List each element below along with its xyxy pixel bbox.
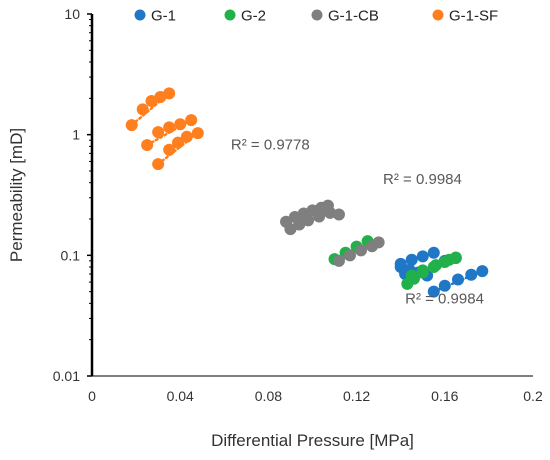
y-tick-label: 10	[64, 6, 80, 22]
data-point	[191, 127, 204, 140]
data-point	[136, 103, 149, 116]
data-point	[141, 139, 154, 152]
legend-marker	[311, 9, 323, 21]
data-point	[125, 119, 138, 132]
x-tick-label: 0.2	[523, 388, 543, 404]
data-point	[405, 269, 418, 282]
data-point	[152, 158, 165, 171]
x-tick-label: 0.12	[343, 388, 370, 404]
r-squared-annotation: R² = 0.9984	[383, 171, 462, 188]
legend-marker	[224, 9, 236, 21]
legend-label: G-2	[241, 8, 266, 25]
x-tick-label: 0.08	[255, 388, 282, 404]
r-squared-annotation: R² = 0.9778	[231, 137, 310, 154]
data-point	[427, 246, 440, 259]
y-tick-label: 1	[72, 127, 80, 143]
data-point	[465, 268, 478, 281]
data-point	[405, 253, 418, 266]
data-point	[438, 279, 451, 292]
y-tick-label: 0.1	[61, 247, 81, 263]
legend-label: G-1-CB	[328, 8, 379, 25]
x-tick-label: 0	[88, 388, 96, 404]
data-point	[476, 265, 489, 278]
data-point	[321, 199, 334, 212]
data-point	[443, 253, 456, 266]
data-point	[416, 264, 429, 277]
data-point	[427, 285, 440, 298]
legend-marker	[134, 9, 146, 21]
data-point	[332, 208, 345, 221]
x-tick-label: 0.04	[167, 388, 194, 404]
data-point	[416, 250, 429, 263]
data-point	[185, 114, 198, 127]
y-axis-title: Permeability [mD]	[7, 128, 26, 262]
x-axis-title: Differential Pressure [MPa]	[211, 431, 414, 450]
legend: G-1 G-2 G-1-CB G-1-SF	[134, 8, 498, 25]
data-point	[372, 236, 385, 249]
y-tick-label: 0.01	[53, 368, 80, 384]
data-point	[180, 130, 193, 143]
r-squared-annotation: R² = 0.9984	[405, 290, 484, 307]
data-point	[452, 273, 465, 286]
tick-labels: 0.01 0.1 1 10 0 0.04 0.08 0.12 0.16 0.2	[53, 6, 543, 404]
axes	[87, 13, 533, 377]
data-point	[152, 126, 165, 139]
data-point	[332, 254, 345, 267]
annotations: R² = 0.9778 R² = 0.9984 R² = 0.9984	[231, 137, 484, 308]
data-point	[163, 87, 176, 100]
data-point	[171, 136, 184, 149]
data-point	[163, 121, 176, 134]
legend-marker	[432, 9, 444, 21]
data-point	[343, 249, 356, 262]
data-points	[125, 87, 489, 298]
x-tick-label: 0.16	[431, 388, 458, 404]
data-point	[280, 215, 293, 228]
data-point	[355, 244, 368, 257]
data-point	[174, 118, 187, 131]
legend-label: G-1	[151, 8, 176, 25]
data-point	[429, 259, 442, 272]
data-point	[163, 143, 176, 156]
legend-label: G-1-SF	[449, 8, 498, 25]
